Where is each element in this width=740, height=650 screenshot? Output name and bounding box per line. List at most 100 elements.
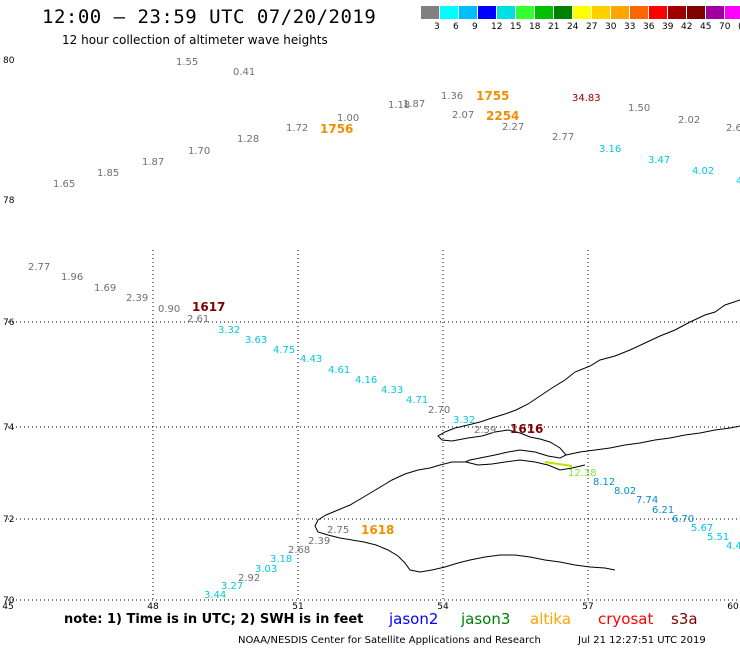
pass-time-label: 1755: [476, 89, 509, 103]
wave-height-label: 5.51: [707, 532, 729, 543]
wave-height-label: 4.33: [381, 385, 403, 396]
east-coast: [565, 425, 740, 456]
wave-height-label: 3.18: [270, 554, 292, 565]
page-title: 12:00 – 23:59 UTC 07/20/2019: [42, 6, 377, 28]
legend-tick-label: 6: [453, 22, 459, 32]
wave-height-label: 6.21: [652, 505, 674, 516]
legend-tick-label: 42: [681, 22, 693, 32]
credit-text: NOAA/NESDIS Center for Satellite Applica…: [238, 635, 541, 646]
longitude-label: 57: [582, 602, 593, 612]
latitude-label: 76: [3, 318, 15, 328]
wave-height-label: 2.68: [288, 545, 310, 556]
legend-swatch: [573, 6, 592, 19]
novaya-zemlya-north-island-coast: [437, 299, 740, 463]
wave-height-label: 1.87: [142, 157, 164, 168]
legend-tick-label: (ft): [738, 22, 740, 32]
legend-tick-label: 3: [434, 22, 440, 32]
wave-height-label: 1.69: [94, 283, 116, 294]
wave-height-label: 1.18: [388, 100, 410, 111]
latitude-label: 78: [3, 196, 15, 206]
satellite-legend-item: jason2: [389, 610, 439, 628]
wave-height-label: 2.92: [238, 573, 260, 584]
wave-height-label: 1.72: [286, 123, 308, 134]
novaya-zemlya-south-island-coast: [314, 461, 616, 573]
legend-swatch: [687, 6, 706, 19]
legend-swatch: [706, 6, 725, 19]
wave-height-label: 2.6: [726, 123, 740, 134]
legend-swatch: [516, 6, 535, 19]
wave-height-label: 1.85: [97, 168, 119, 179]
legend-tick-label: 21: [548, 22, 560, 32]
coastline: [314, 299, 740, 573]
generated-timestamp: Jul 21 12:27:51 UTC 2019: [578, 635, 706, 646]
wave-height-label: 0.90: [158, 304, 180, 315]
wave-height-label: 4: [736, 176, 740, 187]
wave-height-label: 4.16: [355, 375, 377, 386]
wave-height-label: 3.47: [648, 155, 670, 166]
wave-height-label: 12.38: [568, 468, 597, 479]
legend-swatch: [630, 6, 649, 19]
wave-height-label: 5.67: [691, 523, 713, 534]
latitude-label: 80: [3, 56, 15, 66]
legend-tick-label: 9: [472, 22, 478, 32]
page-subtitle: 12 hour collection of altimeter wave hei…: [62, 33, 328, 47]
wave-height-label: 4.4: [726, 541, 740, 552]
wave-height-label: 2.77: [552, 132, 574, 143]
wave-height-label: 4.71: [406, 395, 428, 406]
wave-height-label: 2.07: [452, 110, 474, 121]
wave-height-label: 3.03: [255, 564, 277, 575]
wave-height-label: 2.39: [308, 536, 330, 547]
wave-height-label: 1.70: [188, 146, 210, 157]
wave-height-label: 0.41: [233, 67, 255, 78]
wave-height-label: 2.39: [126, 293, 148, 304]
legend-tick-label: 30: [605, 22, 617, 32]
pass-time-label: 1618: [361, 523, 394, 537]
wave-height-label: 7.74: [636, 495, 658, 506]
wave-height-label: 1.96: [61, 272, 83, 283]
wave-height-label: 1.65: [53, 179, 75, 190]
pass-time-label: 1617: [192, 300, 225, 314]
wave-height-label: 3.32: [218, 325, 240, 336]
legend-tick-label: 39: [662, 22, 674, 32]
wave-height-label: 3.63: [245, 335, 267, 346]
pass-time-label: 2254: [486, 109, 519, 123]
wave-height-label: 6.70: [672, 514, 694, 525]
legend-tick-label: 33: [624, 22, 636, 32]
legend-tick-label: 45: [700, 22, 712, 32]
legend-tick-label: 27: [586, 22, 598, 32]
wave-height-label: 4.75: [273, 345, 295, 356]
longitude-label: 54: [437, 602, 449, 612]
satellite-legend-item: cryosat: [598, 610, 654, 628]
satellite-legend-item: altika: [530, 610, 572, 628]
legend-swatch: [725, 6, 740, 19]
wave-height-label: 3.44: [204, 590, 226, 601]
wave-height-label: 2.77: [28, 262, 50, 273]
legend-swatch: [649, 6, 668, 19]
wave-height-label: 1.28: [237, 134, 259, 145]
legend-tick-label: 15: [510, 22, 522, 32]
wave-height-label: 1.36: [441, 91, 463, 102]
footnote: note: 1) Time is in UTC; 2) SWH is in fe…: [64, 612, 364, 627]
wave-height-label: 34.83: [572, 93, 601, 104]
wave-height-label: 2.70: [428, 405, 450, 416]
longitude-label: 45: [2, 602, 13, 612]
wave-height-label: 2.27: [502, 122, 524, 133]
legend-swatch: [440, 6, 459, 19]
pass-time-label: 1616: [510, 422, 543, 436]
pass-time-label: 1756: [320, 122, 353, 136]
longitude-label: 60: [727, 602, 739, 612]
latitude-label: 74: [3, 423, 15, 433]
wave-height-label: 4.43: [300, 354, 322, 365]
satellite-track-segment: [544, 461, 573, 467]
legend-swatch: [497, 6, 516, 19]
wave-height-label: 2.59: [474, 425, 496, 436]
matochkin-shar-strait: [465, 459, 586, 471]
graticule: [8, 250, 740, 601]
pass-time-labels: 1755 2254 1756 1617 1616 1618: [192, 89, 543, 537]
satellite-legend-item: s3a: [671, 610, 698, 628]
wave-height-label: 8.02: [614, 486, 636, 497]
wave-height-label: 1.55: [176, 57, 198, 68]
wave-height-label: 2.02: [678, 115, 700, 126]
legend-swatch: [459, 6, 478, 19]
